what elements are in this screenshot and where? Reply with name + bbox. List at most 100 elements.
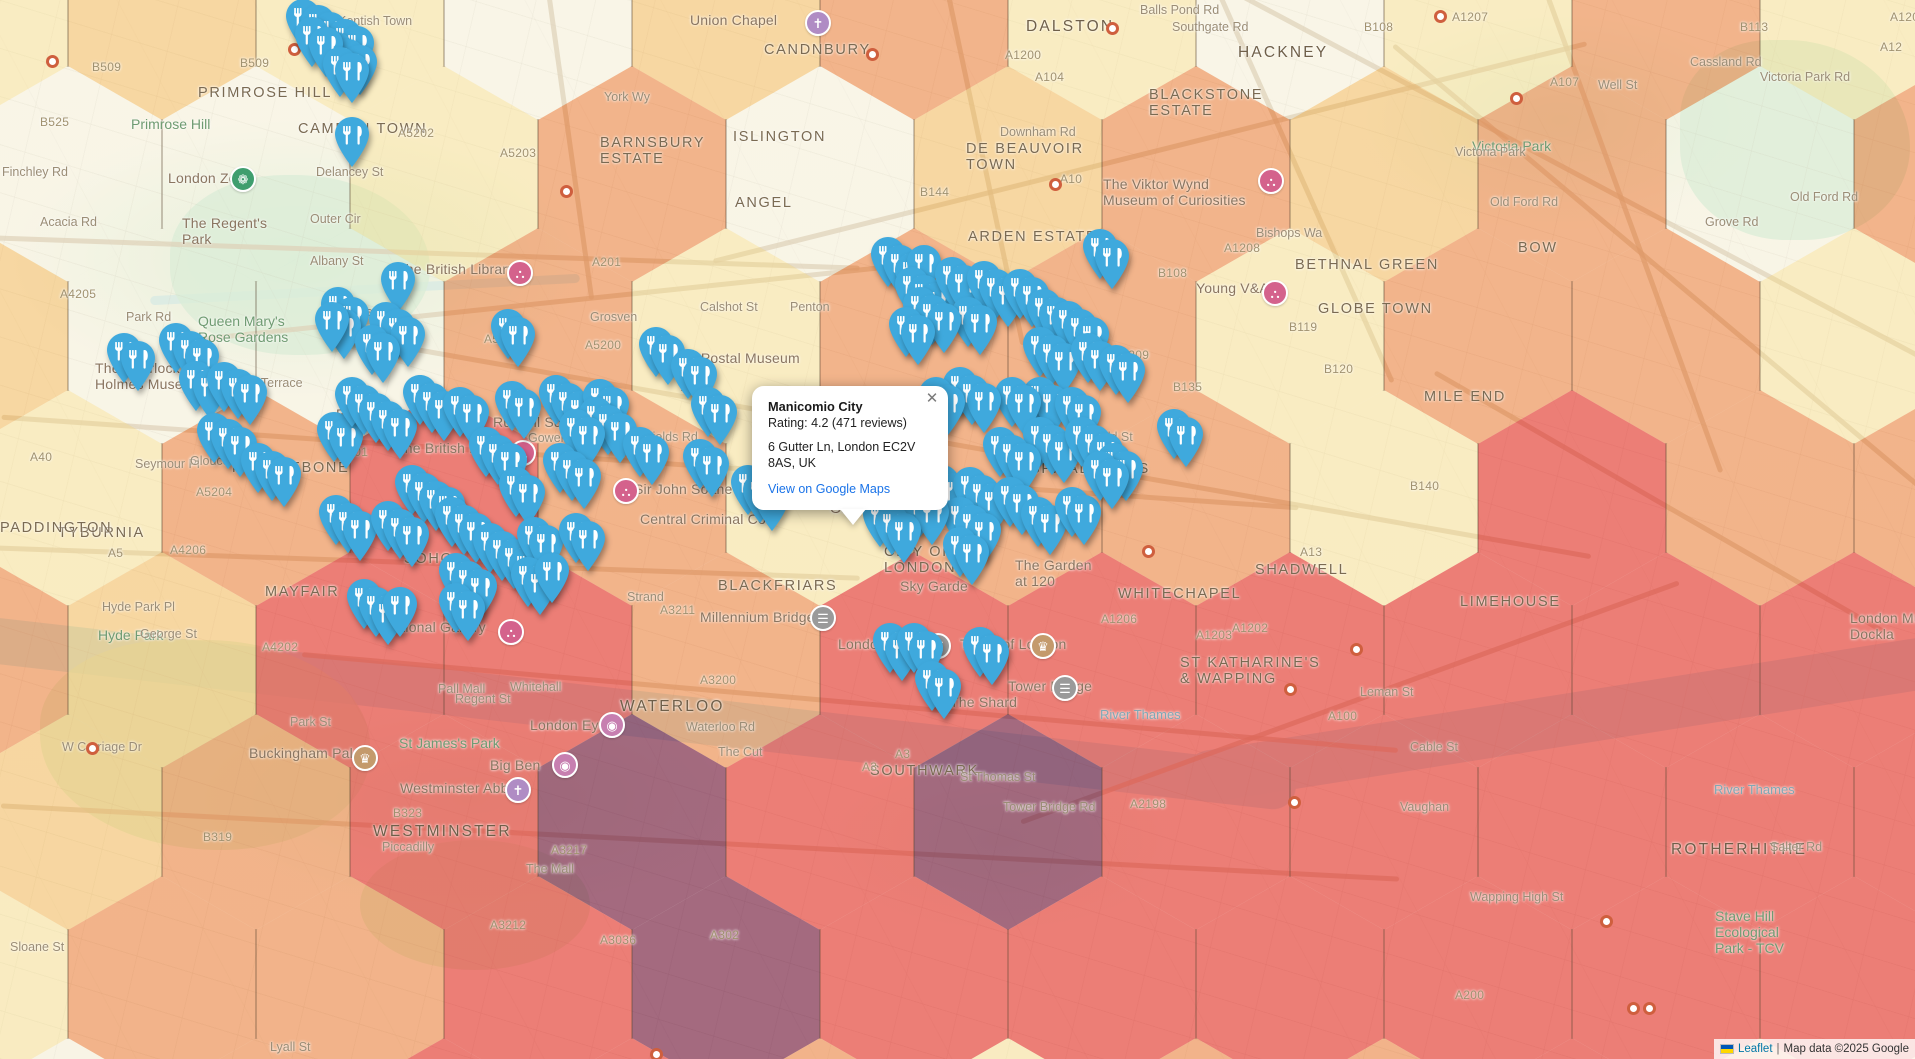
tube-station-icon[interactable] — [1284, 683, 1297, 696]
tube-station-icon[interactable] — [1643, 1002, 1656, 1015]
hexagon-cell[interactable] — [1290, 66, 1478, 282]
museum-icon[interactable]: ⛬ — [1258, 168, 1284, 194]
bridge-icon[interactable]: ☰ — [1052, 675, 1078, 701]
attraction-icon[interactable]: ◉ — [599, 712, 625, 738]
restaurant-marker-pin[interactable] — [393, 516, 431, 568]
restaurant-marker-pin[interactable] — [381, 408, 419, 460]
restaurant-marker-pin[interactable] — [965, 382, 1003, 434]
restaurant-marker-pin[interactable] — [533, 552, 571, 604]
tube-station-icon[interactable] — [288, 43, 301, 56]
restaurant-marker-pin[interactable] — [381, 586, 419, 638]
hexagon-cell[interactable] — [1666, 66, 1854, 282]
restaurant-marker-pin[interactable] — [925, 302, 963, 354]
restaurant-marker-pin[interactable] — [633, 434, 671, 486]
museum-icon[interactable]: ⛬ — [613, 478, 639, 504]
hexagon-cell[interactable] — [1478, 714, 1666, 930]
popup-rating: Rating: 4.2 (471 reviews) — [768, 416, 907, 430]
restaurant-marker-pin[interactable] — [693, 446, 731, 498]
tube-station-icon[interactable] — [1434, 10, 1447, 23]
hexagon-cell[interactable] — [1384, 228, 1572, 444]
restaurant-marker-pin[interactable] — [231, 374, 269, 426]
attribution-mapdata: Map data ©2025 Google — [1783, 1043, 1909, 1055]
museum-icon[interactable]: ⛬ — [507, 260, 533, 286]
hexagon-cell[interactable] — [1666, 714, 1854, 930]
restaurant-marker-pin[interactable] — [333, 116, 371, 168]
church-icon[interactable]: ✝ — [505, 777, 531, 803]
tube-station-icon[interactable] — [86, 742, 99, 755]
tube-station-icon[interactable] — [1350, 643, 1363, 656]
hexagon-cell[interactable] — [1290, 714, 1478, 930]
restaurant-marker-pin[interactable] — [265, 456, 303, 508]
restaurant-marker-pin[interactable] — [973, 634, 1011, 686]
hexagon-cell[interactable] — [1478, 390, 1666, 606]
popup-close-icon[interactable]: ✕ — [925, 390, 939, 407]
tube-station-icon[interactable] — [1600, 915, 1613, 928]
church-icon[interactable]: ✝ — [805, 10, 831, 36]
restaurant-marker-pin[interactable] — [1031, 504, 1069, 556]
tube-station-icon[interactable] — [46, 55, 59, 68]
hexagon-cell[interactable] — [1666, 390, 1854, 606]
tube-station-icon[interactable] — [1510, 92, 1523, 105]
restaurant-marker-pin[interactable] — [1109, 352, 1147, 404]
restaurant-popup[interactable]: ✕ Manicomio City Rating: 4.2 (471 review… — [752, 386, 948, 526]
hexagon-cell[interactable] — [1572, 552, 1760, 768]
restaurant-marker-pin[interactable] — [885, 512, 923, 564]
hexagon-cell[interactable] — [1572, 228, 1760, 444]
restaurant-marker-pin[interactable] — [1093, 458, 1131, 510]
restaurant-marker-pin[interactable] — [1093, 238, 1131, 290]
restaurant-marker-pin[interactable] — [449, 590, 487, 642]
restaurant-marker-pin[interactable] — [327, 418, 365, 470]
hexagon-cell[interactable] — [1196, 228, 1384, 444]
hexagon-cell[interactable] — [350, 714, 538, 930]
restaurant-marker-pin[interactable] — [565, 458, 603, 510]
restaurant-marker-pin[interactable] — [364, 332, 402, 384]
popup-title: Manicomio City — [768, 399, 863, 414]
map-attribution: Leaflet | Map data ©2025 Google — [1713, 1039, 1915, 1059]
tube-station-icon[interactable] — [866, 48, 879, 61]
restaurant-marker-pin[interactable] — [389, 316, 427, 368]
tube-station-icon[interactable] — [560, 185, 573, 198]
restaurant-marker-pin[interactable] — [379, 261, 417, 313]
restaurant-marker-pin[interactable] — [313, 301, 351, 353]
castle-icon[interactable]: ♛ — [1030, 633, 1056, 659]
tube-station-icon[interactable] — [1288, 796, 1301, 809]
restaurant-marker-pin[interactable] — [953, 534, 991, 586]
castle-icon[interactable]: ♛ — [352, 745, 378, 771]
restaurant-marker-pin[interactable] — [1167, 416, 1205, 468]
hexagon-cell[interactable] — [1008, 552, 1196, 768]
museum-icon[interactable]: ⛬ — [1262, 280, 1288, 306]
hexagon-cell[interactable] — [1290, 390, 1478, 606]
restaurant-marker-pin[interactable] — [509, 474, 547, 526]
restaurant-marker-pin[interactable] — [569, 520, 607, 572]
museum-icon[interactable]: ⛬ — [498, 619, 524, 645]
attraction-icon[interactable]: ◉ — [552, 752, 578, 778]
hexagon-cell[interactable] — [1384, 552, 1572, 768]
tube-station-icon[interactable] — [1627, 1002, 1640, 1015]
bridge-icon[interactable]: ☰ — [810, 605, 836, 631]
restaurant-marker-pin[interactable] — [1065, 494, 1103, 546]
view-on-google-maps-link[interactable]: View on Google Maps — [768, 482, 891, 497]
hexagon-cell[interactable] — [350, 66, 538, 282]
hexagon-cell[interactable] — [1102, 714, 1290, 930]
hexagon-cell[interactable] — [1478, 66, 1666, 282]
tube-station-icon[interactable] — [1106, 22, 1119, 35]
restaurant-marker-pin[interactable] — [925, 668, 963, 720]
restaurant-marker-pin[interactable] — [341, 510, 379, 562]
restaurant-marker-pin[interactable] — [899, 314, 937, 366]
restaurant-marker-pin[interactable] — [333, 52, 371, 104]
tube-station-icon[interactable] — [1142, 545, 1155, 558]
restaurant-marker-pin[interactable] — [505, 388, 543, 440]
leaflet-link[interactable]: Leaflet — [1737, 1043, 1773, 1055]
restaurant-marker-pin[interactable] — [701, 394, 739, 446]
restaurant-marker-pin[interactable] — [119, 340, 157, 392]
ukraine-flag-icon — [1719, 1044, 1734, 1054]
popup-tip — [840, 509, 866, 526]
zoo-icon[interactable]: ❁ — [230, 166, 256, 192]
tube-station-icon[interactable] — [1049, 178, 1062, 191]
restaurant-marker-pin[interactable] — [499, 316, 537, 368]
hexagon-cell[interactable] — [1196, 552, 1384, 768]
restaurant-marker-pin[interactable] — [961, 304, 999, 356]
attribution-separator: | — [1776, 1043, 1780, 1055]
